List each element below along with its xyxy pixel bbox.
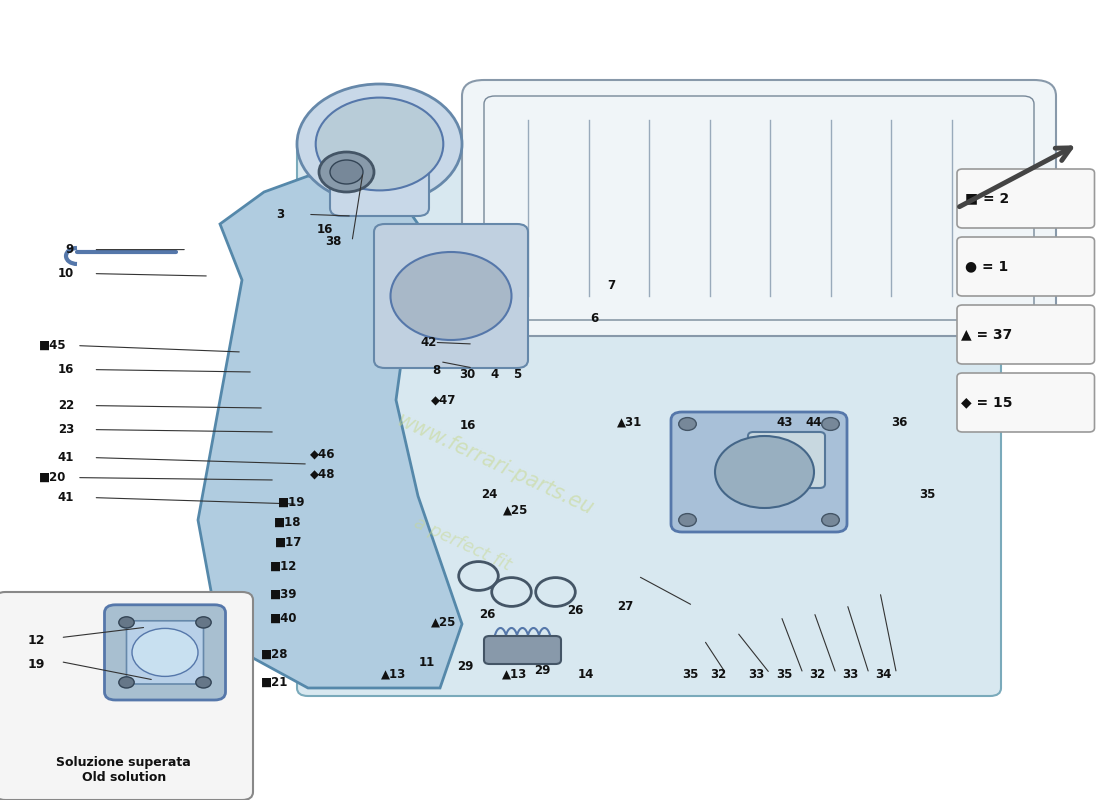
Text: ▲13: ▲13 xyxy=(382,668,406,681)
Text: ■18: ■18 xyxy=(275,516,301,529)
Circle shape xyxy=(390,252,512,340)
Text: 41: 41 xyxy=(58,491,74,504)
Circle shape xyxy=(822,514,839,526)
Polygon shape xyxy=(198,176,462,688)
Text: 38: 38 xyxy=(326,235,341,248)
Text: ◆ = 15: ◆ = 15 xyxy=(961,395,1012,410)
Circle shape xyxy=(119,677,134,688)
Text: 35: 35 xyxy=(920,488,935,501)
Text: a perfect fit: a perfect fit xyxy=(410,514,514,574)
FancyBboxPatch shape xyxy=(462,80,1056,336)
Circle shape xyxy=(196,677,211,688)
Circle shape xyxy=(822,418,839,430)
Text: 11: 11 xyxy=(419,656,435,669)
Text: 26: 26 xyxy=(568,604,583,617)
Text: ■21: ■21 xyxy=(262,676,288,689)
FancyBboxPatch shape xyxy=(957,305,1094,364)
Text: 33: 33 xyxy=(749,668,764,681)
Text: 44: 44 xyxy=(805,416,823,429)
Text: ■ = 2: ■ = 2 xyxy=(965,191,1009,206)
FancyBboxPatch shape xyxy=(330,144,429,216)
Text: 19: 19 xyxy=(28,658,45,671)
Circle shape xyxy=(119,617,134,628)
Text: 35: 35 xyxy=(683,668,698,681)
Text: 4: 4 xyxy=(491,368,499,381)
Text: 29: 29 xyxy=(535,664,550,677)
Text: ■28: ■28 xyxy=(262,648,288,661)
Text: Soluzione superata
Old solution: Soluzione superata Old solution xyxy=(56,755,191,784)
Circle shape xyxy=(715,436,814,508)
Text: 23: 23 xyxy=(58,423,74,436)
Text: 7: 7 xyxy=(607,279,616,292)
Text: 9: 9 xyxy=(65,243,74,256)
Text: ◆48: ◆48 xyxy=(309,468,336,481)
Text: 41: 41 xyxy=(58,451,74,464)
Text: 32: 32 xyxy=(711,668,726,681)
Text: 42: 42 xyxy=(421,336,437,349)
Text: 6: 6 xyxy=(590,312,598,325)
Text: ▲13: ▲13 xyxy=(503,668,527,681)
Circle shape xyxy=(196,617,211,628)
Text: 16: 16 xyxy=(317,223,332,236)
Text: 29: 29 xyxy=(458,660,473,673)
Text: 36: 36 xyxy=(892,416,907,429)
FancyBboxPatch shape xyxy=(374,224,528,368)
Text: 30: 30 xyxy=(460,368,475,381)
Text: ▲31: ▲31 xyxy=(617,416,641,429)
Text: 27: 27 xyxy=(617,600,632,613)
Circle shape xyxy=(679,514,696,526)
Text: ▲25: ▲25 xyxy=(503,504,529,517)
Text: www.ferrari-parts.eu: www.ferrari-parts.eu xyxy=(394,410,596,518)
Text: ■17: ■17 xyxy=(275,536,301,549)
Text: ■39: ■39 xyxy=(271,588,297,601)
Text: 10: 10 xyxy=(58,267,74,280)
Text: 14: 14 xyxy=(579,668,594,681)
FancyBboxPatch shape xyxy=(957,373,1094,432)
Circle shape xyxy=(679,418,696,430)
Text: 16: 16 xyxy=(460,419,475,432)
Text: ▲ = 37: ▲ = 37 xyxy=(961,327,1012,342)
FancyBboxPatch shape xyxy=(104,605,226,700)
Text: ▲25: ▲25 xyxy=(430,616,456,629)
Text: ● = 1: ● = 1 xyxy=(965,259,1009,274)
Text: 34: 34 xyxy=(876,668,891,681)
Text: ■40: ■40 xyxy=(271,612,297,625)
Text: 26: 26 xyxy=(480,608,495,621)
Text: 32: 32 xyxy=(810,668,825,681)
FancyBboxPatch shape xyxy=(748,432,825,488)
Text: 12: 12 xyxy=(28,634,45,647)
Circle shape xyxy=(319,152,374,192)
Circle shape xyxy=(132,629,198,677)
Circle shape xyxy=(297,84,462,204)
FancyBboxPatch shape xyxy=(671,412,847,532)
Text: 33: 33 xyxy=(843,668,858,681)
Text: ◆47: ◆47 xyxy=(430,394,456,406)
FancyBboxPatch shape xyxy=(126,621,204,684)
Text: ■12: ■12 xyxy=(271,560,297,573)
Text: 3: 3 xyxy=(276,208,285,221)
Text: 35: 35 xyxy=(777,668,792,681)
Circle shape xyxy=(330,160,363,184)
Text: 43: 43 xyxy=(777,416,792,429)
FancyBboxPatch shape xyxy=(0,592,253,800)
Text: 16: 16 xyxy=(58,363,74,376)
Text: ■20: ■20 xyxy=(40,471,66,484)
Text: 22: 22 xyxy=(58,399,74,412)
Text: 24: 24 xyxy=(482,488,497,501)
FancyBboxPatch shape xyxy=(957,169,1094,228)
Text: ■19: ■19 xyxy=(277,496,306,509)
FancyBboxPatch shape xyxy=(484,636,561,664)
Text: 5: 5 xyxy=(513,368,521,381)
Circle shape xyxy=(316,98,443,190)
Text: 8: 8 xyxy=(432,364,441,377)
FancyBboxPatch shape xyxy=(297,136,1001,696)
Text: ■45: ■45 xyxy=(39,339,67,352)
FancyBboxPatch shape xyxy=(957,237,1094,296)
Text: ◆46: ◆46 xyxy=(309,448,336,461)
